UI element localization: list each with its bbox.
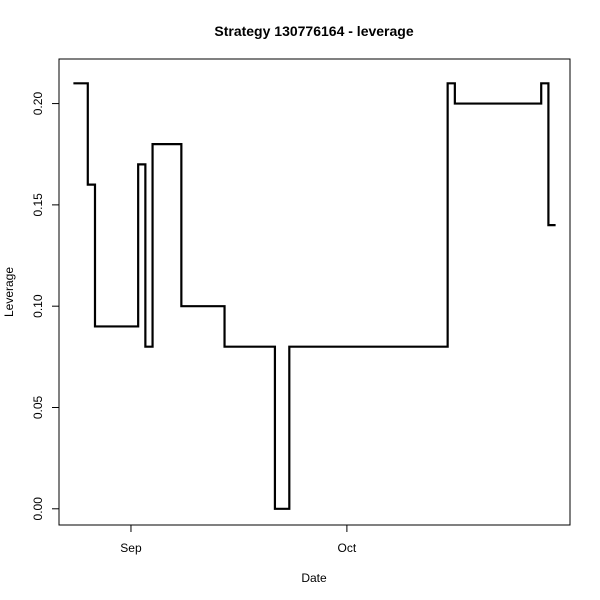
y-tick-label: 0.05 [31,395,45,419]
plot-area [73,82,556,510]
y-axis: 0.00 0.05 0.10 0.15 0.20 [31,92,59,521]
x-tick-label: Oct [338,541,357,555]
y-tick-label: 0.20 [31,92,45,116]
x-tick-label: Sep [120,541,142,555]
y-tick-label: 0.00 [31,497,45,521]
series-line [73,82,556,510]
x-axis: Sep Oct [120,525,357,555]
y-axis-title: Leverage [2,267,16,317]
plot-frame [58,58,571,526]
x-axis-title: Date [301,571,327,585]
chart-title: Strategy 130776164 - leverage [214,23,413,39]
y-tick-label: 0.10 [31,294,45,318]
y-tick-label: 0.15 [31,193,45,217]
